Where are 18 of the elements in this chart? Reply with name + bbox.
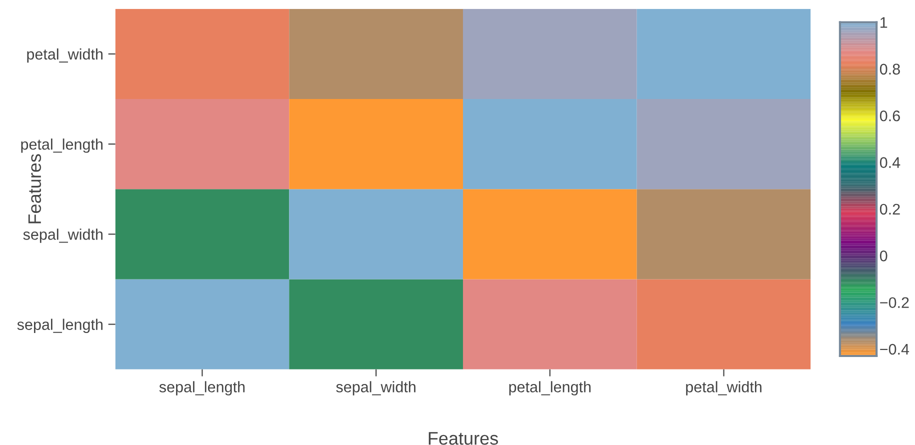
y-axis-title: Features	[28, 154, 42, 224]
y-tick-label: petal_width	[27, 48, 102, 63]
color-bar-label: 0.2	[880, 204, 900, 215]
x-tick-label: sepal_width	[336, 381, 416, 396]
x-tick-label: petal_width	[686, 381, 762, 396]
color-bar-label: 0	[880, 250, 888, 262]
color-bar-label: −0.4	[880, 344, 910, 355]
color-bar-label: −0.2	[880, 297, 909, 308]
y-tick-label: sepal_length	[17, 318, 102, 333]
color-bar-label: 0.6	[880, 110, 900, 122]
y-tick-label: sepal_width	[23, 228, 102, 243]
color-bar-label: 0.4	[880, 157, 900, 168]
color-bar-label: 0.8	[880, 64, 900, 75]
x-tick-label: petal_length	[509, 381, 591, 396]
color-bar-label: 1	[880, 17, 888, 28]
x-axis-title: Features	[428, 432, 498, 445]
x-tick-label: sepal_length	[159, 381, 245, 396]
y-tick-label: petal_length	[21, 138, 102, 153]
